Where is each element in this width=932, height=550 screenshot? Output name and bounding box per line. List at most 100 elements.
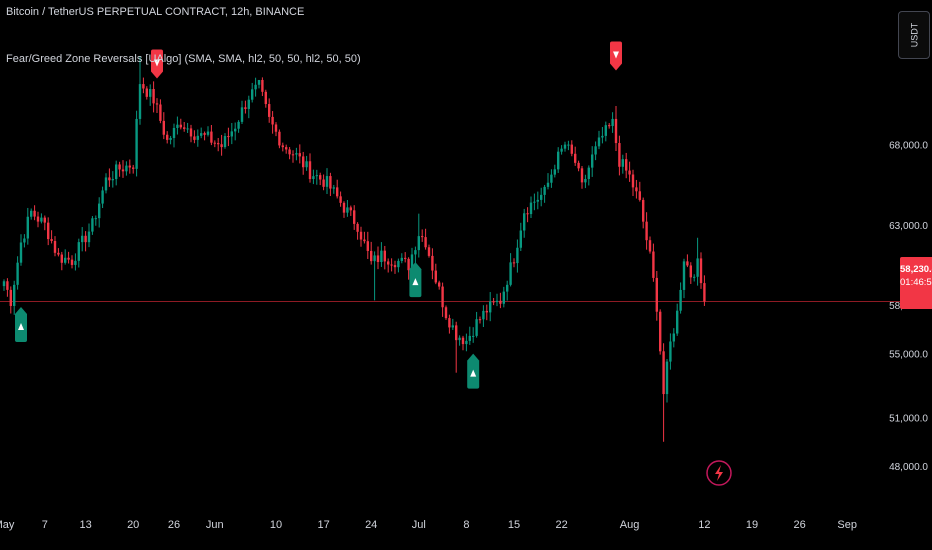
candle-body	[699, 258, 703, 284]
candle-body	[536, 199, 539, 202]
candle-body	[543, 186, 546, 195]
candle-body	[261, 79, 264, 92]
candle-body	[489, 301, 492, 313]
candle-body	[57, 252, 60, 255]
candle-body	[111, 179, 114, 181]
candle-body	[407, 258, 410, 271]
candle-body	[438, 282, 441, 287]
candle-body	[152, 89, 155, 104]
candle-body	[234, 128, 237, 132]
candle-body	[506, 284, 509, 292]
candle-body	[594, 146, 597, 155]
candle-body	[98, 203, 101, 219]
candle-body	[601, 135, 604, 138]
candle-body	[281, 145, 284, 148]
candle-body	[533, 201, 536, 203]
candle-body	[526, 213, 529, 215]
currency-button[interactable]: USDT	[898, 11, 930, 59]
candle-body	[223, 136, 227, 148]
candle-body	[302, 156, 305, 168]
arrow-up-icon	[470, 369, 477, 377]
candle-body	[125, 165, 128, 172]
candle-body	[390, 264, 393, 266]
candle-body	[512, 262, 516, 264]
candle-body	[662, 351, 665, 395]
time-axis-label: Jun	[206, 519, 224, 531]
candle-body	[315, 175, 318, 177]
candle-body	[220, 144, 223, 148]
time-axis-label: 22	[555, 519, 567, 531]
candle-body	[703, 283, 706, 302]
candle-body	[346, 207, 349, 213]
candle-body	[448, 318, 451, 328]
candle-body	[485, 310, 488, 313]
candle-body	[366, 241, 369, 251]
candle-body	[665, 361, 669, 395]
candle-body	[295, 153, 298, 155]
arrow-up-icon	[412, 278, 419, 286]
time-axis-label: May	[0, 519, 15, 531]
time-axis-label: Sep	[837, 519, 857, 531]
candle-body	[356, 223, 359, 232]
candle-body	[206, 131, 210, 135]
candle-body	[319, 175, 322, 180]
candle-body	[172, 127, 176, 138]
candle-body	[145, 88, 148, 97]
lightning-icon[interactable]	[706, 460, 732, 486]
candle-body	[322, 179, 325, 187]
bull-signal-label	[15, 307, 27, 343]
candle-body	[567, 144, 570, 146]
candle-body	[676, 310, 679, 334]
candle-body	[359, 231, 363, 240]
candle-body	[363, 239, 366, 242]
time-axis-label: 17	[317, 519, 329, 531]
candle-body	[373, 255, 376, 262]
candle-body	[376, 255, 380, 263]
candle-body	[400, 257, 403, 261]
candle-body	[67, 257, 70, 260]
candle-body	[669, 341, 672, 362]
current-price-tag: 58,230.4 01:46:52	[900, 257, 932, 309]
candle-body	[16, 262, 19, 285]
candle-body	[618, 143, 621, 167]
arrow-down-icon	[154, 59, 160, 67]
time-axis[interactable]: May 7 13 20 26 Jun 10 17 24 Jul 8 15 22 Aug 12 19 26 Sep	[0, 519, 857, 531]
candle-body	[686, 261, 689, 266]
candle-body	[383, 250, 386, 262]
candle-body	[186, 128, 189, 130]
candle-body	[60, 254, 63, 263]
candle-body	[540, 194, 543, 200]
candle-body	[614, 118, 618, 144]
candle-body	[417, 236, 420, 251]
candle-body	[336, 187, 339, 197]
time-axis-label: 15	[508, 519, 520, 531]
candle-body	[118, 164, 121, 170]
candle-body	[404, 257, 407, 259]
candle-body	[121, 169, 125, 172]
candle-body	[9, 289, 12, 306]
candle-body	[421, 236, 424, 238]
candle-body	[604, 125, 607, 136]
price-axis-label: 51,000.0	[889, 414, 928, 425]
candle-body	[577, 162, 580, 169]
candle-body	[325, 176, 329, 187]
candle-body	[591, 154, 594, 168]
candle-body	[142, 84, 145, 89]
candle-body	[672, 333, 675, 342]
countdown-value: 01:46:52	[900, 277, 932, 288]
candle-body	[70, 259, 74, 265]
candle-body	[217, 143, 220, 145]
time-axis-label: 20	[127, 519, 139, 531]
candle-body	[631, 174, 635, 188]
candle-body	[659, 311, 662, 352]
candle-body	[553, 169, 556, 175]
candle-body	[611, 118, 614, 127]
candle-body	[50, 239, 53, 241]
candle-body	[183, 127, 186, 129]
candle-body	[200, 133, 203, 136]
candle-body	[278, 131, 281, 146]
indicator-label[interactable]: Fear/Greed Zone Reversals [UAlgo] (SMA, …	[6, 53, 361, 65]
candle-body	[370, 250, 373, 262]
time-axis-label: Aug	[620, 519, 640, 531]
